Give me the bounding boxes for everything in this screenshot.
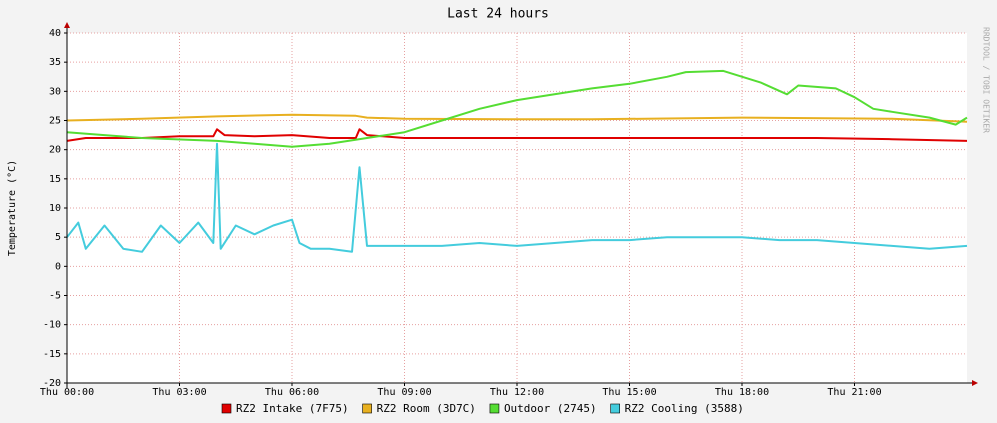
x-arrow <box>972 380 978 386</box>
y-tick-label: 25 <box>49 116 61 127</box>
y-tick-label: 10 <box>49 203 61 214</box>
series-line <box>66 113 968 123</box>
x-tick-label: Thu 12:00 <box>490 387 544 398</box>
y-tick-label: 20 <box>49 145 61 156</box>
legend-swatch <box>610 403 620 414</box>
y-tick-label: 35 <box>49 57 61 68</box>
legend-swatch <box>221 403 232 414</box>
y-tick-label: -10 <box>43 320 61 331</box>
y-tick-label: 5 <box>55 232 61 243</box>
x-tick-label: Thu 21:00 <box>827 387 881 398</box>
legend-label: RZ2 Cooling (3588) <box>625 402 744 415</box>
x-tick-label: Thu 00:00 <box>40 387 94 398</box>
y-tick-label: -5 <box>49 291 61 302</box>
x-tick-label: Thu 03:00 <box>152 387 206 398</box>
legend-swatch <box>489 403 500 414</box>
legend-label: RZ2 Room (3D7C) <box>377 402 476 415</box>
legend-label: RZ2 Intake (7F75) <box>236 402 349 415</box>
y-tick-label: 30 <box>49 86 61 97</box>
x-tick-label: Thu 06:00 <box>265 387 319 398</box>
y-tick-label: -20 <box>43 378 61 389</box>
legend-swatch <box>362 403 372 414</box>
legend: RZ2 Intake (7F75) RZ2 Room (3D7C) Outdoor … <box>221 402 744 415</box>
lines <box>66 69 968 253</box>
y-axis-label: Temperature (°C) <box>7 160 18 256</box>
side-note: RRDTOOL / TOBI OETIKER <box>982 27 991 133</box>
x-tick-label: Thu 18:00 <box>715 387 769 398</box>
chart-title: Last 24 hours <box>447 7 549 22</box>
y-tick-label: 15 <box>49 174 61 185</box>
y-arrow <box>64 22 70 28</box>
series-line <box>66 142 968 253</box>
y-tick-label: -15 <box>43 349 61 360</box>
series-line <box>66 69 968 148</box>
x-tick-label: Thu 15:00 <box>602 387 656 398</box>
y-tick-label: 0 <box>55 261 61 272</box>
axes: -20 -15 -10 -5 0 5 10 15 20 25 30 35 40 Thu 00:00 Thu … <box>40 22 978 398</box>
y-tick-label: 40 <box>49 28 61 39</box>
grid <box>66 32 967 384</box>
legend-label: Outdoor (2745) <box>504 402 597 415</box>
x-tick-label: Thu 09:00 <box>377 387 431 398</box>
